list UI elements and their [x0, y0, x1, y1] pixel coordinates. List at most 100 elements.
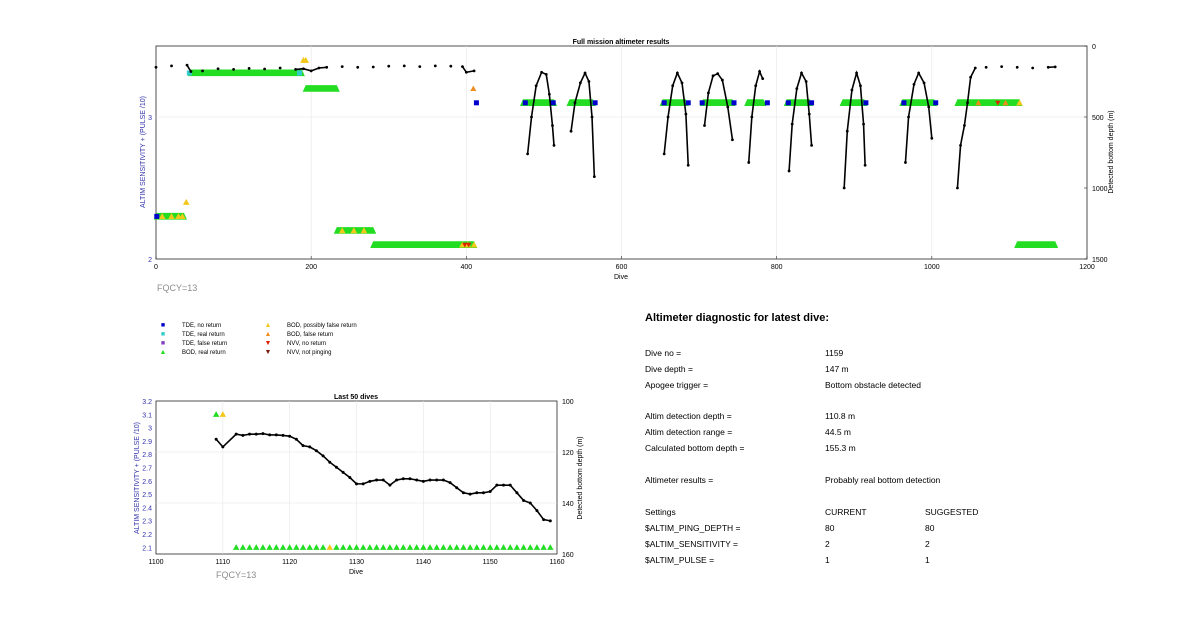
- small-depth-point: [361, 482, 365, 486]
- small-depth-point: [368, 479, 372, 483]
- bod-false-return-marker: [975, 99, 982, 106]
- small-depth-point: [388, 483, 392, 487]
- depth-point: [662, 152, 666, 156]
- diagnostic-suggested-value: 80: [925, 523, 935, 533]
- tde-no-return-marker: [933, 100, 939, 106]
- depth-point: [862, 122, 865, 126]
- tde-real-return-marker: [297, 70, 303, 76]
- small-depth-point: [261, 432, 265, 436]
- depth-point: [189, 70, 193, 73]
- small-x-tick-label: 1100: [148, 559, 163, 566]
- bod-possibly-false-marker: [302, 56, 310, 63]
- last-50-dives-chart: Last 50 dives Dive ALTIM SENSITIVITY + (…: [134, 394, 584, 576]
- small-depth-point: [214, 437, 218, 441]
- small-y-left-tick-label: 3: [148, 426, 152, 433]
- depth-point: [726, 105, 730, 109]
- diagnostic-label: Altimeter results =: [645, 475, 714, 485]
- bod-real-return-marks: [1014, 241, 1059, 248]
- small-depth-point: [248, 432, 252, 436]
- bod-real-return-marker: [440, 544, 447, 550]
- diagnostic-value: 147 m: [825, 364, 849, 374]
- depth-point: [461, 65, 464, 68]
- depth-series-line: [526, 71, 555, 155]
- small-depth-point: [288, 434, 292, 438]
- small-y-left-tick-label: 2.7: [142, 466, 152, 473]
- legend-symbol: ▼: [264, 349, 272, 356]
- tde-no-return-marker: [550, 100, 556, 106]
- small-depth-point: [542, 518, 546, 522]
- main-y-right-label: Detected bottom depth (m): [1108, 110, 1115, 193]
- main-y-left-tick-label: 2: [148, 257, 152, 264]
- depth-point: [587, 80, 591, 83]
- small-depth-point: [455, 486, 459, 490]
- legend-item: ▲ BOD, false return: [263, 331, 334, 338]
- diagnostic-label: $ALTIM_PING_DEPTH =: [645, 523, 741, 533]
- small-y-right-tick-label: 120: [562, 450, 574, 457]
- bod-possibly-false-marker: [1016, 99, 1023, 106]
- tde-no-return-marker: [522, 100, 528, 106]
- depth-point: [263, 67, 267, 71]
- tde-no-return-marker: [699, 100, 705, 106]
- bod-real-return-marks: [699, 99, 736, 106]
- small-x-tick-label: 1140: [416, 559, 431, 566]
- depth-point: [464, 70, 468, 74]
- depth-point: [232, 68, 235, 71]
- depth-point: [761, 77, 765, 81]
- bod-real-return-marker: [547, 544, 554, 550]
- small-y-left-tick-label: 2.3: [142, 519, 152, 526]
- bod-real-return-marker: [359, 544, 367, 550]
- tde-no-return-marker: [901, 100, 907, 106]
- bod-real-return-marker: [313, 544, 320, 550]
- depth-point: [855, 71, 858, 75]
- tde-no-return-marker: [685, 100, 691, 106]
- diagnostic-suggested-value: 1: [925, 555, 930, 565]
- bod-possibly-false-marker: [182, 198, 190, 205]
- legend-label: TDE, real return: [182, 331, 225, 338]
- depth-point: [845, 129, 849, 133]
- depth-point: [530, 115, 533, 119]
- diagnostic-value: 1159: [825, 348, 844, 358]
- bod-real-return-marker: [480, 544, 487, 550]
- depth-point: [583, 71, 587, 75]
- tde-no-return-marker: [809, 100, 815, 106]
- depth-point: [387, 64, 391, 68]
- small-y-left-tick-label: 2.8: [142, 452, 152, 459]
- small-depth-point: [468, 492, 472, 496]
- bod-real-return-marker: [319, 544, 327, 550]
- small-depth-point: [254, 432, 258, 436]
- legend-item: ■ TDE, no return: [158, 322, 221, 329]
- small-y-left-tick-label: 3.2: [142, 399, 152, 406]
- small-depth-point: [395, 478, 399, 482]
- bod-real-return-marker: [253, 544, 260, 550]
- depth-point: [684, 112, 688, 116]
- depth-point: [963, 124, 966, 127]
- main-x-tick-label: 0: [154, 264, 158, 271]
- bod-real-return-marks: [302, 85, 340, 92]
- bod-real-return-marker: [460, 544, 467, 550]
- bod-false-return-marker: [1002, 99, 1009, 106]
- tde-no-return-marker: [863, 100, 869, 106]
- bod-real-return-marker: [426, 544, 434, 550]
- depth-point: [716, 72, 720, 76]
- legend-symbol: ▲: [264, 322, 272, 329]
- bod-real-return-marker: [527, 544, 534, 550]
- bod-real-return-marker: [386, 544, 394, 550]
- diagnostic-label: $ALTIM_PULSE =: [645, 555, 715, 565]
- small-depth-point: [475, 491, 479, 495]
- depth-point: [578, 81, 582, 85]
- legend-symbol: ■: [160, 331, 166, 338]
- small-x-tick-label: 1120: [282, 559, 297, 566]
- small-y-left-tick-label: 3.1: [142, 412, 152, 419]
- depth-point: [526, 152, 530, 156]
- legend-symbol: ▼: [264, 340, 272, 347]
- diagnostic-label: Dive no =: [645, 348, 682, 358]
- main-x-axis-label: Dive: [614, 274, 628, 281]
- diagnostic-value: 110.8 m: [825, 411, 856, 421]
- depth-point: [966, 101, 969, 105]
- depth-point: [956, 186, 959, 190]
- depth-point: [904, 161, 907, 164]
- bod-real-return-marker: [533, 544, 541, 550]
- small-depth-point: [381, 478, 385, 482]
- bod-possibly-false-marker: [360, 227, 368, 234]
- legend-symbol: ▲: [159, 349, 167, 356]
